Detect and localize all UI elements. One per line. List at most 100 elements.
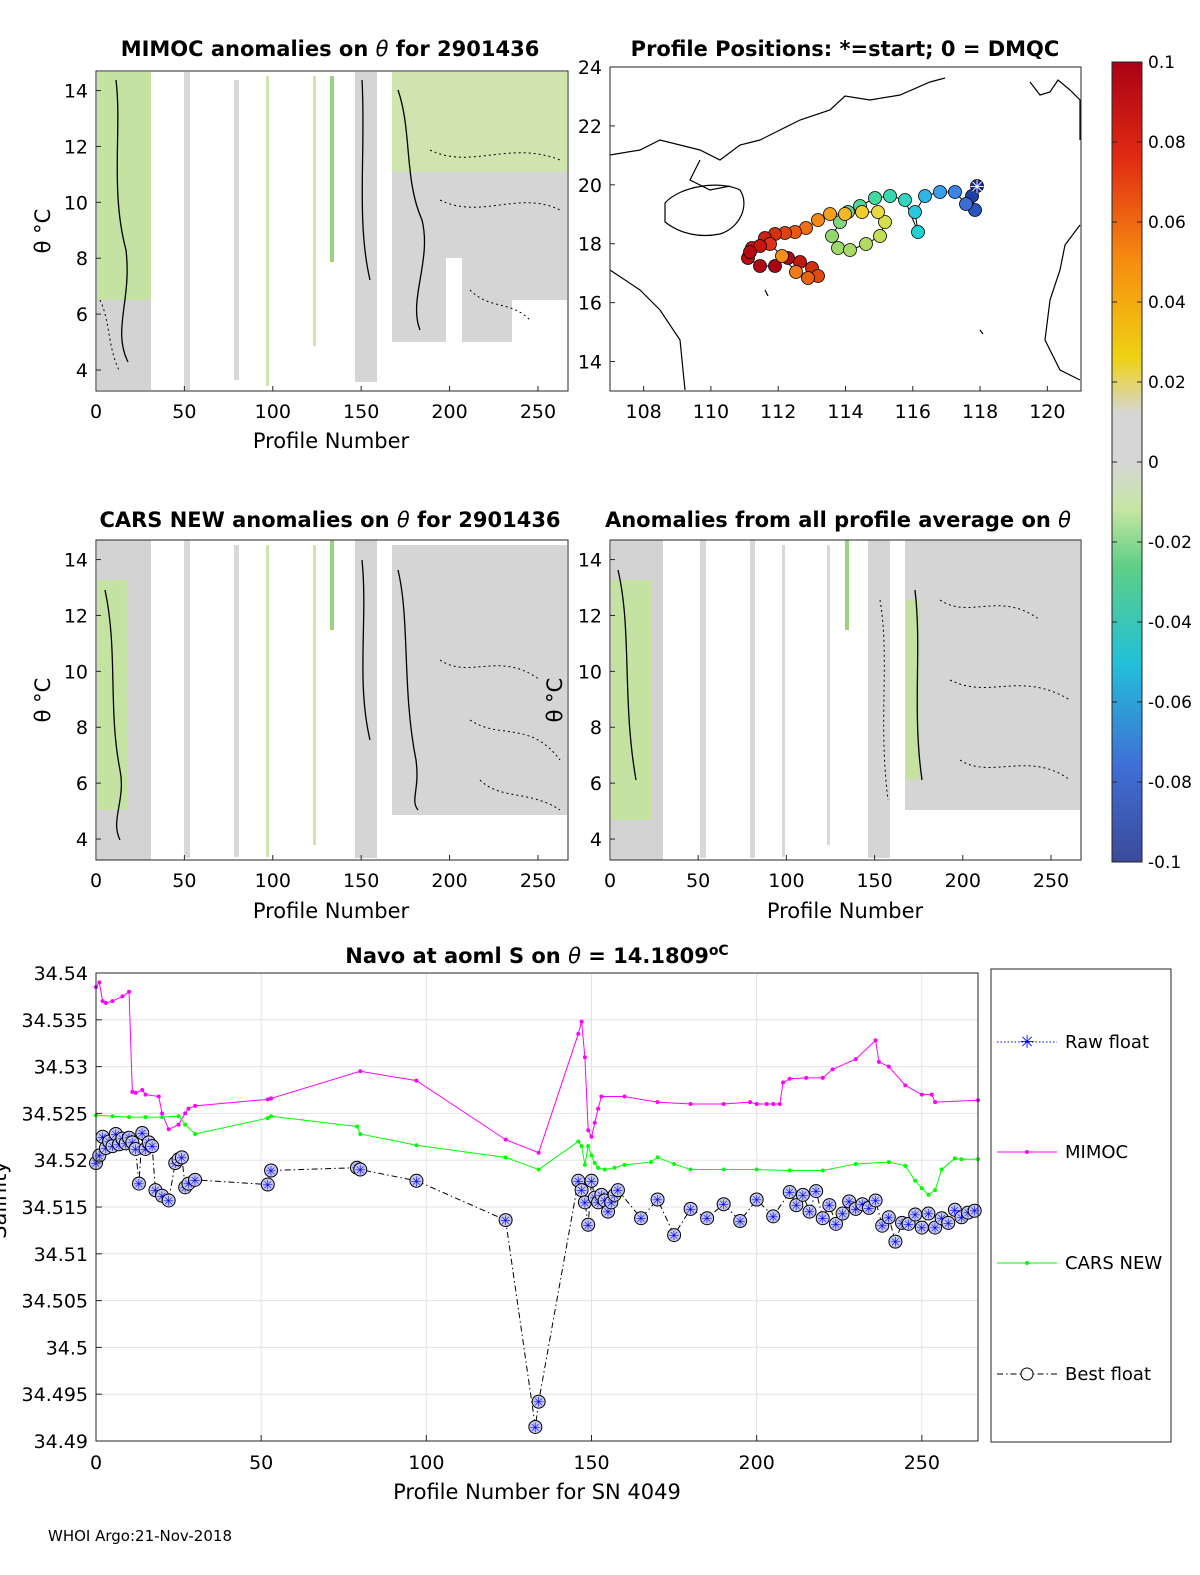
float-position-marker	[883, 189, 897, 203]
chart-xtick-label: 100	[408, 1452, 444, 1474]
point-mimoc	[103, 1000, 108, 1005]
point-cars-new	[886, 1160, 891, 1165]
chart-title: Navo at aoml S on θ = 14.1809oC	[345, 943, 728, 968]
best-float-point	[260, 1177, 275, 1192]
raw-float-point: ✳	[100, 1142, 111, 1157]
best-float-point	[634, 1211, 649, 1226]
best-float-point	[921, 1206, 936, 1221]
best-float-point	[868, 1193, 883, 1208]
best-float-point	[145, 1139, 160, 1154]
point-mimoc	[536, 1150, 541, 1155]
raw-float-point: ✳	[831, 1218, 842, 1233]
best-float-point	[802, 1204, 817, 1219]
legend-item-mimoc: MIMOC	[997, 1142, 1128, 1163]
chart-ytick-label: 34.505	[22, 1291, 88, 1313]
allavg-ytick-label: 12	[578, 605, 602, 627]
mimoc-xlabel: Profile Number	[253, 429, 410, 453]
raw-float-point: ✳	[864, 1202, 875, 1217]
raw-float-point: ✳	[850, 1203, 861, 1218]
point-cars-new	[648, 1160, 653, 1165]
float-position-marker	[843, 243, 857, 257]
allavg-ytick-label: 4	[590, 829, 602, 851]
positions-xtick-label: 108	[626, 401, 662, 423]
raw-float-point: ✳	[969, 1205, 980, 1220]
mimoc-xtick-label: 200	[431, 401, 467, 423]
chart-series: ✳✳✳✳✳✳✳✳ ✳✳✳✳✳✳✳✳✳✳✳ ✳✳ ✳✳✳✳✳✳✳✳✳✳✳✳✳✳✳✳✳✳✳…	[89, 980, 982, 1436]
best-float-point	[795, 1187, 810, 1202]
raw-float-point: ✳	[107, 1140, 118, 1155]
chart-x-axis: 0 50 100 150 200 250	[90, 1435, 940, 1474]
point-mimoc	[688, 1102, 693, 1107]
float-position-marker	[753, 239, 767, 253]
best-float-point	[131, 1176, 146, 1191]
point-cars-new	[672, 1161, 677, 1166]
point-mimoc	[110, 999, 115, 1004]
float-position-marker	[918, 189, 932, 203]
raw-float-point: ✳	[837, 1208, 848, 1223]
best-float-point	[716, 1197, 731, 1212]
point-cars-new	[414, 1143, 419, 1148]
point-cars-new	[655, 1155, 660, 1160]
raw-float-point: ✳	[530, 1421, 541, 1436]
point-cars-new	[143, 1115, 148, 1120]
allavg-field	[611, 540, 1080, 860]
raw-float-point: ✳	[140, 1143, 151, 1158]
raw-float-point: ✳	[110, 1128, 121, 1143]
point-cars-new	[589, 1153, 594, 1158]
point-cars-new	[926, 1192, 931, 1197]
legend-label-mimoc: MIMOC	[1065, 1142, 1128, 1163]
float-position-marker	[823, 207, 837, 221]
best-float-point	[700, 1211, 715, 1226]
point-cars-new	[622, 1162, 627, 1167]
raw-float-point: ✳	[791, 1199, 802, 1214]
point-mimoc	[579, 1019, 584, 1024]
colorbar-tick-label: 0.1	[1148, 53, 1175, 73]
raw-float-point: ✳	[533, 1396, 544, 1411]
best-float-point	[782, 1185, 797, 1200]
positions-ytick-label: 24	[578, 57, 602, 79]
point-mimoc	[771, 1102, 776, 1107]
cars-y-axis: 4 6 8 10 12 14	[64, 550, 101, 851]
colorbar-tick-label: -0.1	[1148, 853, 1181, 873]
raw-float-point: ✳	[923, 1208, 934, 1223]
float-position-marker	[789, 265, 803, 279]
point-mimoc	[903, 1083, 908, 1088]
cars-panel: CARS NEW anomalies on θ for 2901436 0 50 1…	[31, 508, 569, 923]
point-cars-new	[913, 1178, 918, 1183]
point-cars-new	[612, 1165, 617, 1170]
float-position-marker	[873, 229, 887, 243]
float-track: ✳	[741, 177, 985, 285]
mimoc-ytick-label: 8	[76, 248, 88, 270]
cars-xtick-label: 100	[255, 870, 291, 892]
float-position-marker	[811, 213, 825, 227]
point-mimoc	[503, 1137, 508, 1142]
best-float-point	[888, 1234, 903, 1249]
raw-float-point: ✳	[784, 1186, 795, 1201]
point-cars-new	[269, 1114, 274, 1119]
chart-xtick-label: 150	[573, 1452, 609, 1474]
raw-float-point: ✳	[824, 1199, 835, 1214]
best-float-point	[789, 1198, 804, 1213]
point-cars-new	[596, 1165, 601, 1170]
raw-float-point: ✳	[963, 1207, 974, 1222]
cars-x-axis: 0 50 100 150 200 250	[90, 855, 556, 892]
cars-xtick-label: 0	[90, 870, 102, 892]
legend-box	[990, 968, 1172, 1443]
best-float-point	[941, 1215, 956, 1230]
raw-float-point: ✳	[883, 1211, 894, 1226]
chart-ytick-label: 34.495	[22, 1384, 88, 1406]
legend-label-best-float: Best float	[1065, 1364, 1151, 1385]
raw-float-point: ✳	[702, 1212, 713, 1227]
point-cars-new	[688, 1167, 693, 1172]
point-cars-new	[160, 1115, 165, 1120]
point-mimoc	[777, 1102, 782, 1107]
raw-float-point: ✳	[147, 1140, 158, 1155]
mimoc-ytick-label: 10	[64, 192, 88, 214]
point-cars-new	[602, 1167, 607, 1172]
allavg-ylabel: θ °C	[543, 678, 567, 723]
colorbar-tick-label: 0.02	[1148, 373, 1186, 393]
positions-panel: Profile Positions: *=start; 0 = DMQC ✳ 1…	[578, 37, 1082, 423]
point-cars-new	[358, 1131, 363, 1136]
point-mimoc	[576, 1031, 581, 1036]
